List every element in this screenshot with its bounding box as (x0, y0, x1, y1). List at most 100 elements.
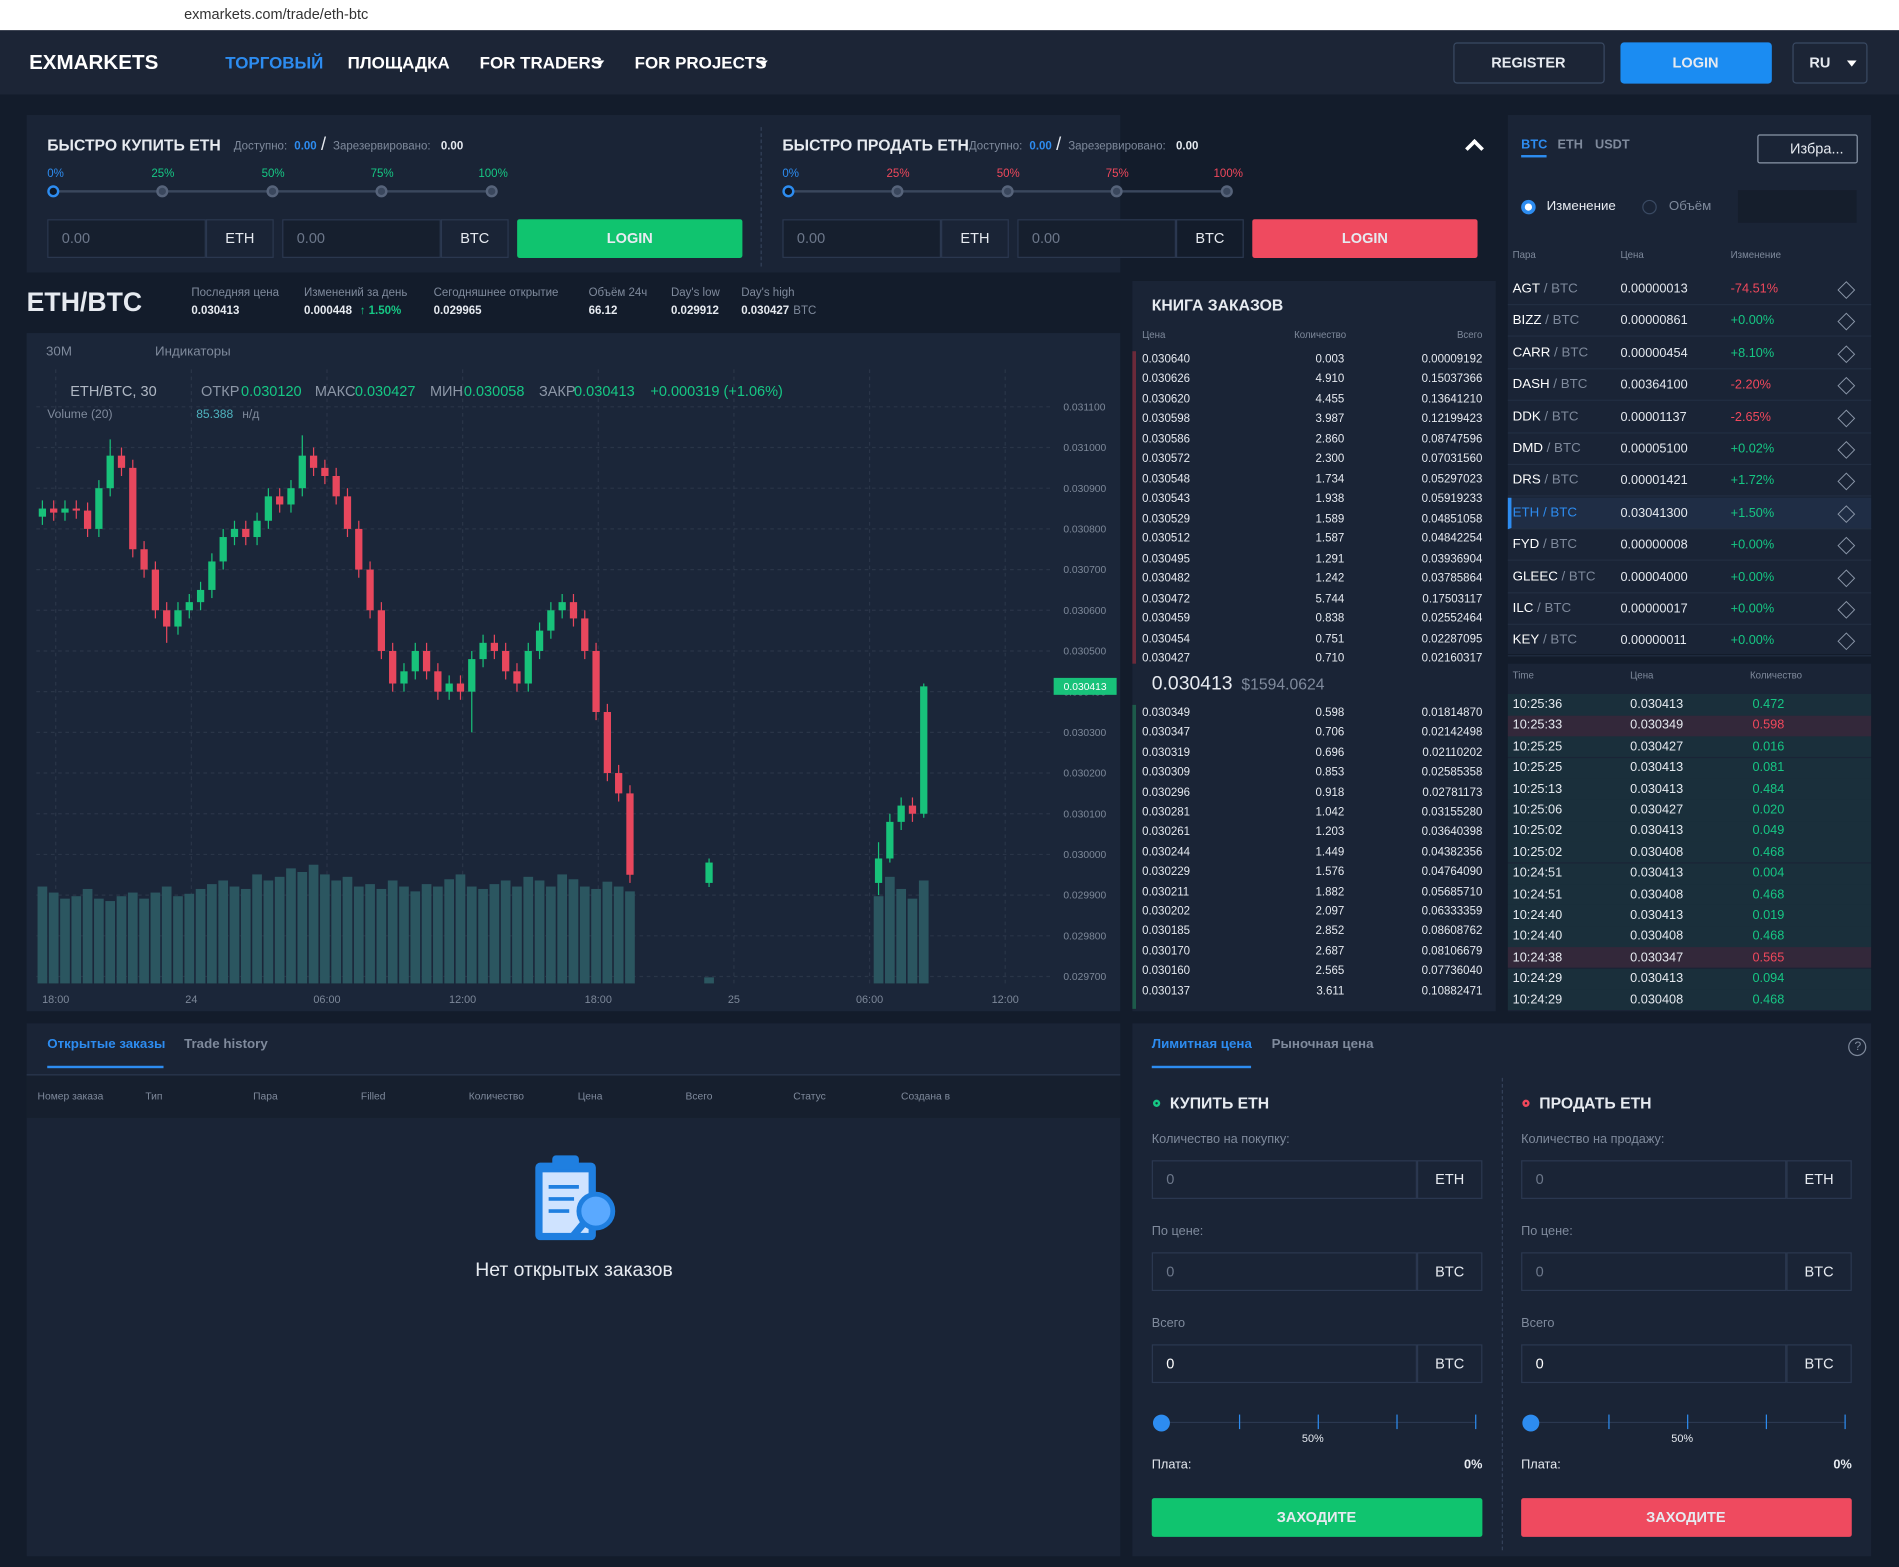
help-icon[interactable] (1848, 1037, 1867, 1057)
form-tab[interactable]: Рыночная цена (1271, 1037, 1374, 1052)
ob-total: 0.02160317 (1421, 651, 1483, 666)
volume-bar (704, 977, 714, 984)
market-row[interactable] (1507, 370, 1872, 402)
slider-dot[interactable] (1110, 185, 1123, 198)
market-tab[interactable]: USDT (1595, 137, 1630, 153)
trade-row (1507, 926, 1872, 948)
radio[interactable] (1642, 199, 1657, 215)
slider-dot[interactable] (47, 185, 60, 198)
submit-button[interactable] (1521, 1498, 1852, 1537)
slider-handle[interactable] (1152, 1414, 1170, 1432)
trade-row (1507, 905, 1872, 927)
input[interactable] (1151, 1344, 1417, 1384)
input-value: 0.00 (1031, 229, 1061, 247)
input[interactable] (1017, 219, 1176, 258)
input[interactable] (1151, 1252, 1417, 1292)
ob-total: 0.03936904 (1421, 552, 1483, 566)
quick-login-button[interactable] (1252, 219, 1478, 258)
market-tab[interactable]: BTC (1521, 137, 1548, 153)
candle-body (445, 683, 453, 692)
favorites-button[interactable] (1757, 134, 1858, 164)
submit-button[interactable] (1151, 1498, 1483, 1537)
empty-icon (535, 1155, 616, 1241)
ob-total: 0.15037366 (1421, 372, 1483, 387)
trade-amount: 0.004 (1752, 865, 1785, 881)
slider-dot[interactable] (375, 185, 388, 198)
orders-tab[interactable]: Trade history (184, 1037, 268, 1052)
percent-label: 75% (1105, 167, 1129, 181)
trade-price: 0.030427 (1630, 739, 1684, 754)
y-tick-label: 0.030000 (1063, 850, 1106, 861)
slider-dot[interactable] (485, 185, 498, 198)
input[interactable] (282, 219, 441, 258)
volume-bar (48, 892, 59, 984)
volume-bar (410, 891, 421, 984)
slider-dot[interactable] (266, 185, 279, 198)
input[interactable] (1521, 1160, 1787, 1199)
form-tab[interactable]: Лимитная цена (1151, 1037, 1252, 1052)
input[interactable] (1521, 1252, 1787, 1292)
slider-handle[interactable] (1522, 1414, 1540, 1432)
ob-total: 0.17503117 (1422, 592, 1483, 606)
market-row[interactable] (1507, 466, 1872, 498)
radio[interactable] (1521, 199, 1536, 215)
search-input[interactable] (1737, 190, 1857, 223)
slider-dot[interactable] (1220, 185, 1233, 198)
nav-item[interactable]: ПЛОЩАДКА (347, 52, 450, 73)
market-row[interactable] (1507, 529, 1872, 561)
market-row[interactable] (1507, 561, 1872, 593)
market-change: +0.00% (1730, 633, 1775, 649)
available-label: Доступно: (968, 139, 1023, 153)
slider-dot[interactable] (1001, 185, 1014, 198)
trade-time: 10:25:06 (1512, 802, 1563, 818)
lang-select[interactable] (1792, 42, 1868, 84)
ob-total: 0.08747596 (1421, 432, 1483, 446)
sort-option[interactable]: Изменение (1546, 199, 1616, 214)
market-row[interactable] (1507, 497, 1872, 530)
market-row[interactable] (1507, 593, 1872, 625)
ohlc-label: МИН (429, 382, 463, 400)
login-button[interactable] (1620, 42, 1772, 84)
ohlc-value: 0.030413 (574, 382, 635, 400)
sort-option[interactable]: Объём (1668, 199, 1712, 214)
slider-dot[interactable] (891, 185, 904, 198)
market-price: 0.00000013 (1620, 281, 1688, 297)
orderbook-asks: 0.030640 0.003 0.00009192 0.030626 4.910 0.15… (1132, 349, 1495, 666)
trade-amount: 0.081 (1752, 760, 1785, 775)
orders-tab[interactable]: Открытые заказы (47, 1037, 166, 1052)
input[interactable] (47, 219, 206, 258)
slider-dot[interactable] (156, 185, 169, 198)
market-row[interactable] (1507, 306, 1872, 338)
volume-bar (218, 880, 229, 984)
nav-item[interactable]: FOR PROJECTS (634, 52, 767, 73)
volume-bar (489, 884, 500, 984)
input[interactable] (1151, 1160, 1417, 1199)
nav-item[interactable]: FOR TRADERS (479, 52, 603, 73)
nav-item[interactable]: ТОРГОВЫЙ (225, 52, 324, 73)
candle-body (615, 773, 623, 794)
input[interactable] (1521, 1344, 1787, 1384)
market-row[interactable] (1507, 402, 1872, 434)
indicators[interactable]: Индикаторы (155, 344, 231, 359)
market-row[interactable] (1507, 434, 1872, 466)
market-tab[interactable]: ETH (1557, 137, 1583, 153)
candle-body (264, 496, 273, 521)
slider-dot[interactable] (782, 185, 795, 198)
stat-label: Сегодняшнее открытие (433, 286, 559, 300)
quick-login-button[interactable] (517, 219, 743, 258)
candle-body (920, 686, 928, 814)
market-row[interactable] (1507, 625, 1872, 657)
collapse-icon[interactable] (1465, 138, 1484, 158)
input[interactable] (782, 219, 942, 258)
market-row[interactable] (1507, 274, 1872, 306)
field-label: Количество на покупку: (1151, 1132, 1290, 1147)
candle-body (106, 455, 114, 489)
candle-body (897, 805, 905, 822)
register-button[interactable] (1453, 42, 1605, 84)
pair: ILC / BTC (1513, 601, 1571, 617)
market-row[interactable] (1507, 338, 1872, 370)
available-value: 0.00 (294, 139, 317, 153)
interval[interactable]: 30M (46, 344, 72, 359)
ob-amount: 1.203 (1315, 825, 1345, 839)
unit-box (205, 219, 274, 258)
